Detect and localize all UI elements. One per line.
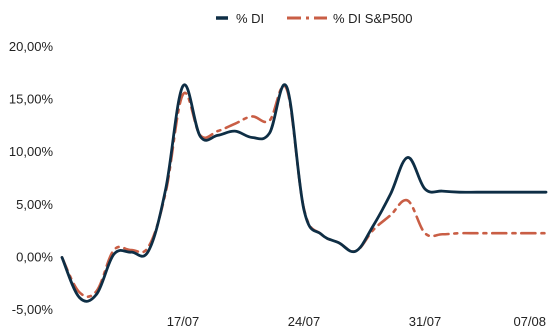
- y-tick-label: 15,00%: [9, 92, 54, 107]
- y-tick-label: 20,00%: [9, 39, 54, 54]
- legend-label-di-sp500: % DI S&P500: [333, 11, 413, 26]
- x-tick-label: 07/08: [513, 314, 546, 329]
- plot-area: [60, 83, 548, 303]
- legend-label-di: % DI: [236, 11, 264, 26]
- legend: % DI % DI S&P500: [216, 11, 413, 26]
- series-line-di: [60, 83, 548, 303]
- x-axis: 17/07 24/07 31/07 07/08: [167, 314, 546, 329]
- x-tick-label: 31/07: [409, 314, 442, 329]
- x-tick-label: 24/07: [288, 314, 321, 329]
- x-tick-label: 17/07: [167, 314, 200, 329]
- y-tick-label: 10,00%: [9, 144, 54, 159]
- y-axis: -5,00% 0,00% 5,00% 10,00% 15,00% 20,00%: [9, 39, 54, 317]
- y-tick-label: 5,00%: [16, 197, 53, 212]
- y-tick-label: 0,00%: [16, 249, 53, 264]
- y-tick-label: -5,00%: [12, 302, 54, 317]
